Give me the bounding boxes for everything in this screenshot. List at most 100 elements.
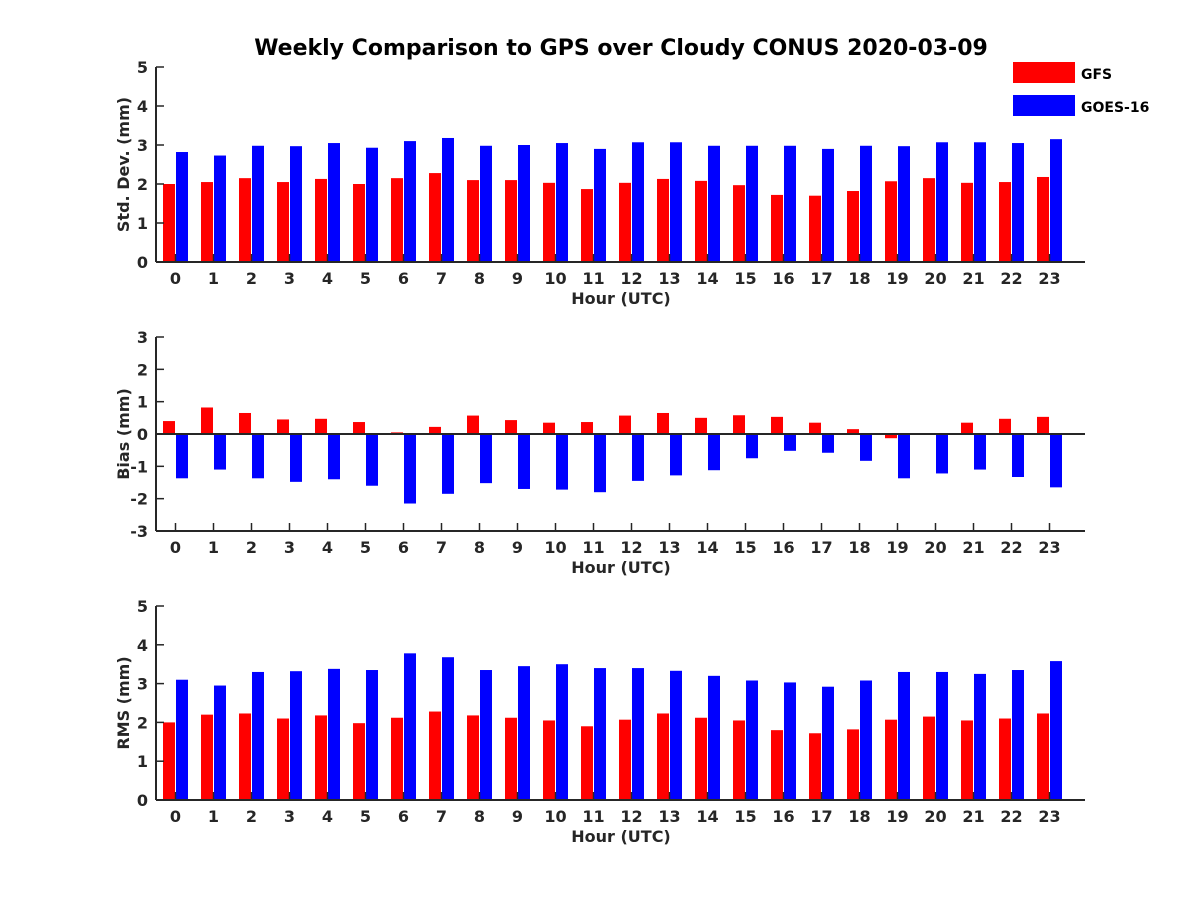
bias-x-tick-label: 6 (398, 538, 409, 557)
rms-x-tick-label: 15 (734, 807, 756, 826)
std-dev-bar-gfs-11 (581, 189, 593, 262)
std-dev-bar-goes16-12 (632, 142, 644, 262)
rms-bar-gfs-17 (809, 733, 821, 800)
std-dev-x-tick-label: 19 (886, 269, 908, 288)
std-dev-bar-gfs-10 (543, 182, 555, 262)
rms-x-tick-label: 11 (582, 807, 604, 826)
std-dev-x-tick-label: 3 (284, 269, 295, 288)
std-dev-bar-goes16-9 (518, 145, 530, 262)
bias-bar-gfs-18 (847, 429, 859, 434)
rms-bar-gfs-14 (695, 717, 707, 800)
rms-bar-goes16-9 (518, 666, 530, 800)
bias-bar-goes16-21 (974, 434, 986, 470)
bias-bar-goes16-11 (594, 434, 606, 493)
rms-y-tick-label: 1 (137, 752, 148, 771)
rms-x-tick-label: 20 (924, 807, 946, 826)
std-dev-bar-gfs-19 (885, 181, 897, 262)
std-dev-bar-gfs-14 (695, 180, 707, 262)
rms-bar-gfs-18 (847, 729, 859, 800)
rms-bar-gfs-13 (657, 713, 669, 800)
bias-bar-goes16-23 (1050, 434, 1062, 488)
bias-bar-gfs-16 (771, 416, 783, 434)
rms-bar-goes16-8 (480, 670, 492, 800)
rms-bar-gfs-0 (163, 722, 175, 800)
rms-x-tick-label: 9 (512, 807, 523, 826)
bias-bar-gfs-13 (657, 412, 669, 434)
rms-bar-goes16-3 (290, 671, 302, 800)
rms-x-tick-label: 0 (170, 807, 181, 826)
rms-y-tick-label: 3 (137, 675, 148, 694)
std-dev-bar-goes16-21 (974, 142, 986, 262)
rms-bar-goes16-13 (670, 670, 682, 800)
rms-bar-goes16-4 (328, 668, 340, 800)
std-dev-bar-goes16-18 (860, 145, 872, 262)
bias-bar-gfs-19 (885, 434, 897, 439)
std-dev-bar-goes16-7 (442, 137, 454, 262)
std-dev-x-tick-label: 4 (322, 269, 333, 288)
bias-y-tick-label: 3 (137, 328, 148, 347)
std-dev-bar-goes16-11 (594, 148, 606, 262)
rms-x-axis-label: Hour (UTC) (571, 827, 671, 846)
bias-bar-gfs-8 (467, 415, 479, 434)
legend-swatch-gfs (1013, 62, 1075, 83)
rms-x-tick-label: 18 (848, 807, 870, 826)
std-dev-x-tick-label: 16 (772, 269, 794, 288)
rms-bar-goes16-5 (366, 670, 378, 800)
bias-bar-goes16-18 (860, 434, 872, 461)
bias-x-tick-label: 20 (924, 538, 946, 557)
std-dev-bar-goes16-15 (746, 145, 758, 262)
bias-x-tick-label: 18 (848, 538, 870, 557)
std-dev-x-tick-label: 7 (436, 269, 447, 288)
rms-bar-gfs-12 (619, 719, 631, 800)
legend: GFS GOES-16 (1013, 62, 1149, 116)
std-dev-bar-goes16-10 (556, 143, 568, 262)
bias-bar-gfs-14 (695, 417, 707, 434)
bias-bar-gfs-3 (277, 419, 289, 434)
rms-bar-gfs-15 (733, 720, 745, 800)
rms-bar-gfs-2 (239, 713, 251, 800)
bias-bar-gfs-22 (999, 418, 1011, 434)
bias-x-tick-label: 8 (474, 538, 485, 557)
legend-swatch-goes16 (1013, 95, 1075, 116)
rms-bar-goes16-10 (556, 664, 568, 800)
rms-x-tick-label: 21 (962, 807, 984, 826)
std-dev-bar-gfs-18 (847, 191, 859, 262)
std-dev-y-tick-label: 3 (137, 136, 148, 155)
bias-x-tick-label: 19 (886, 538, 908, 557)
std-dev-bar-goes16-20 (936, 142, 948, 262)
bias-x-tick-label: 21 (962, 538, 984, 557)
std-dev-x-tick-label: 5 (360, 269, 371, 288)
rms-bar-goes16-2 (252, 671, 264, 800)
std-dev-bar-goes16-17 (822, 148, 834, 262)
std-dev-x-tick-label: 22 (1000, 269, 1022, 288)
bias-y-tick-label: 0 (137, 425, 148, 444)
std-dev-x-tick-label: 15 (734, 269, 756, 288)
std-dev-bar-gfs-23 (1037, 176, 1049, 262)
rms-bar-goes16-23 (1050, 661, 1062, 800)
bias-x-tick-label: 17 (810, 538, 832, 557)
std-dev-y-tick-label: 4 (137, 97, 148, 116)
std-dev-x-tick-label: 13 (658, 269, 680, 288)
rms-bar-gfs-5 (353, 723, 365, 800)
std-dev-bar-gfs-3 (277, 182, 289, 262)
std-dev-x-tick-label: 17 (810, 269, 832, 288)
std-dev-bar-goes16-14 (708, 145, 720, 262)
rms-x-tick-label: 17 (810, 807, 832, 826)
bias-bar-goes16-9 (518, 434, 530, 489)
std-dev-bar-goes16-4 (328, 143, 340, 262)
bias-bar-gfs-5 (353, 422, 365, 434)
bias-bar-gfs-21 (961, 422, 973, 434)
rms-bar-goes16-17 (822, 686, 834, 800)
std-dev-bar-goes16-22 (1012, 143, 1024, 262)
bias-x-tick-label: 1 (208, 538, 219, 557)
rms-y-tick-label: 4 (137, 636, 148, 655)
bias-x-tick-label: 11 (582, 538, 604, 557)
bias-x-tick-label: 0 (170, 538, 181, 557)
std-dev-x-tick-label: 20 (924, 269, 946, 288)
bias-bar-gfs-17 (809, 422, 821, 434)
bias-bar-goes16-20 (936, 434, 948, 474)
bias-x-tick-label: 22 (1000, 538, 1022, 557)
std-dev-x-tick-label: 21 (962, 269, 984, 288)
std-dev-x-tick-label: 1 (208, 269, 219, 288)
